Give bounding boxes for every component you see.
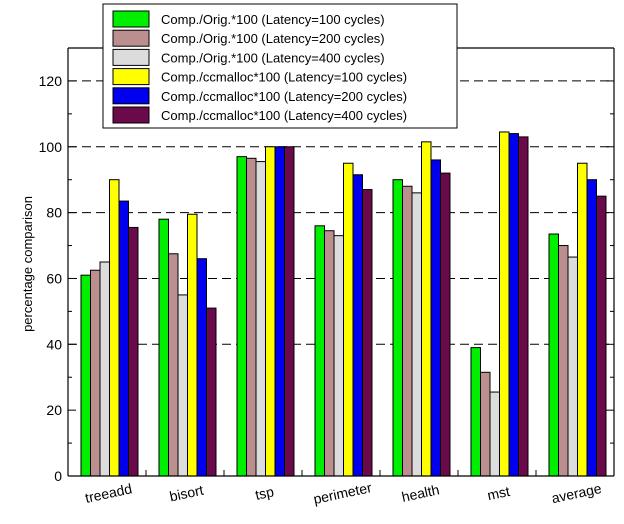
bar	[470, 347, 481, 477]
bar	[362, 189, 373, 477]
bar	[567, 256, 578, 477]
bar	[508, 133, 519, 477]
legend-label: Comp./Orig.*100 (Latency=100 cycles)	[161, 12, 385, 27]
bar	[333, 235, 344, 477]
y-tick-label: 0	[54, 468, 62, 484]
y-tick-label: 100	[39, 139, 63, 155]
bar	[577, 162, 588, 477]
bar	[265, 146, 276, 477]
bar	[118, 200, 129, 477]
bar	[80, 274, 91, 477]
legend-label: Comp./Orig.*100 (Latency=200 cycles)	[161, 31, 385, 46]
bar	[158, 218, 169, 477]
legend: Comp./Orig.*100 (Latency=100 cycles) Comp…	[102, 3, 458, 129]
legend-label: Comp./ccmalloc*100 (Latency=200 cycles)	[161, 89, 407, 104]
y-axis-label: percentage comparison	[20, 196, 35, 332]
bar	[489, 391, 500, 477]
y-tick-label: 80	[46, 205, 62, 221]
legend-label: Comp./ccmalloc*100 (Latency=100 cycles)	[161, 70, 407, 85]
bar	[352, 174, 363, 477]
x-tick-label: perimeter	[312, 479, 373, 507]
y-tick-label: 40	[46, 336, 62, 352]
bar	[236, 156, 247, 477]
bar	[255, 161, 266, 477]
bar	[109, 179, 120, 477]
bar	[518, 136, 529, 477]
x-tick-label: average	[550, 480, 603, 506]
bar	[177, 294, 188, 477]
x-tick-label: bisort	[168, 482, 205, 505]
bar	[90, 269, 101, 477]
y-tick-label: 20	[46, 402, 62, 418]
legend-swatch	[112, 68, 150, 86]
bar	[440, 172, 451, 477]
y-tick-label: 120	[39, 73, 63, 89]
legend-swatch	[112, 10, 150, 28]
bar	[246, 157, 257, 477]
bar	[168, 253, 179, 477]
x-tick-label: health	[400, 481, 441, 505]
bar	[430, 159, 441, 477]
bar	[421, 141, 432, 477]
bar	[343, 162, 354, 477]
legend-swatch	[112, 106, 150, 124]
bar	[99, 261, 110, 477]
bar	[558, 245, 569, 477]
bars	[80, 131, 607, 477]
legend-swatch	[112, 29, 150, 47]
y-tick-label: 60	[46, 270, 62, 286]
x-tick-label: treeadd	[84, 480, 134, 506]
bar	[596, 195, 607, 477]
bar	[187, 213, 198, 477]
bar	[411, 192, 422, 477]
bar	[314, 225, 325, 477]
bar	[402, 185, 413, 477]
bar	[480, 371, 491, 477]
legend-label: Comp./Orig.*100 (Latency=400 cycles)	[161, 50, 385, 65]
bar	[206, 307, 217, 477]
bar	[324, 230, 335, 477]
x-tick-label: mst	[486, 483, 511, 503]
bar	[499, 131, 510, 477]
bar	[548, 233, 559, 477]
legend-box	[102, 3, 458, 129]
bar	[128, 226, 139, 477]
bar	[274, 146, 285, 477]
legend-swatch	[112, 48, 150, 66]
legend-label: Comp./ccmalloc*100 (Latency=400 cycles)	[161, 108, 407, 123]
legend-swatch	[112, 87, 150, 105]
bar	[196, 258, 207, 477]
x-tick-label: tsp	[254, 483, 276, 503]
bar	[586, 179, 597, 477]
bar	[392, 179, 403, 477]
bar	[284, 146, 295, 477]
